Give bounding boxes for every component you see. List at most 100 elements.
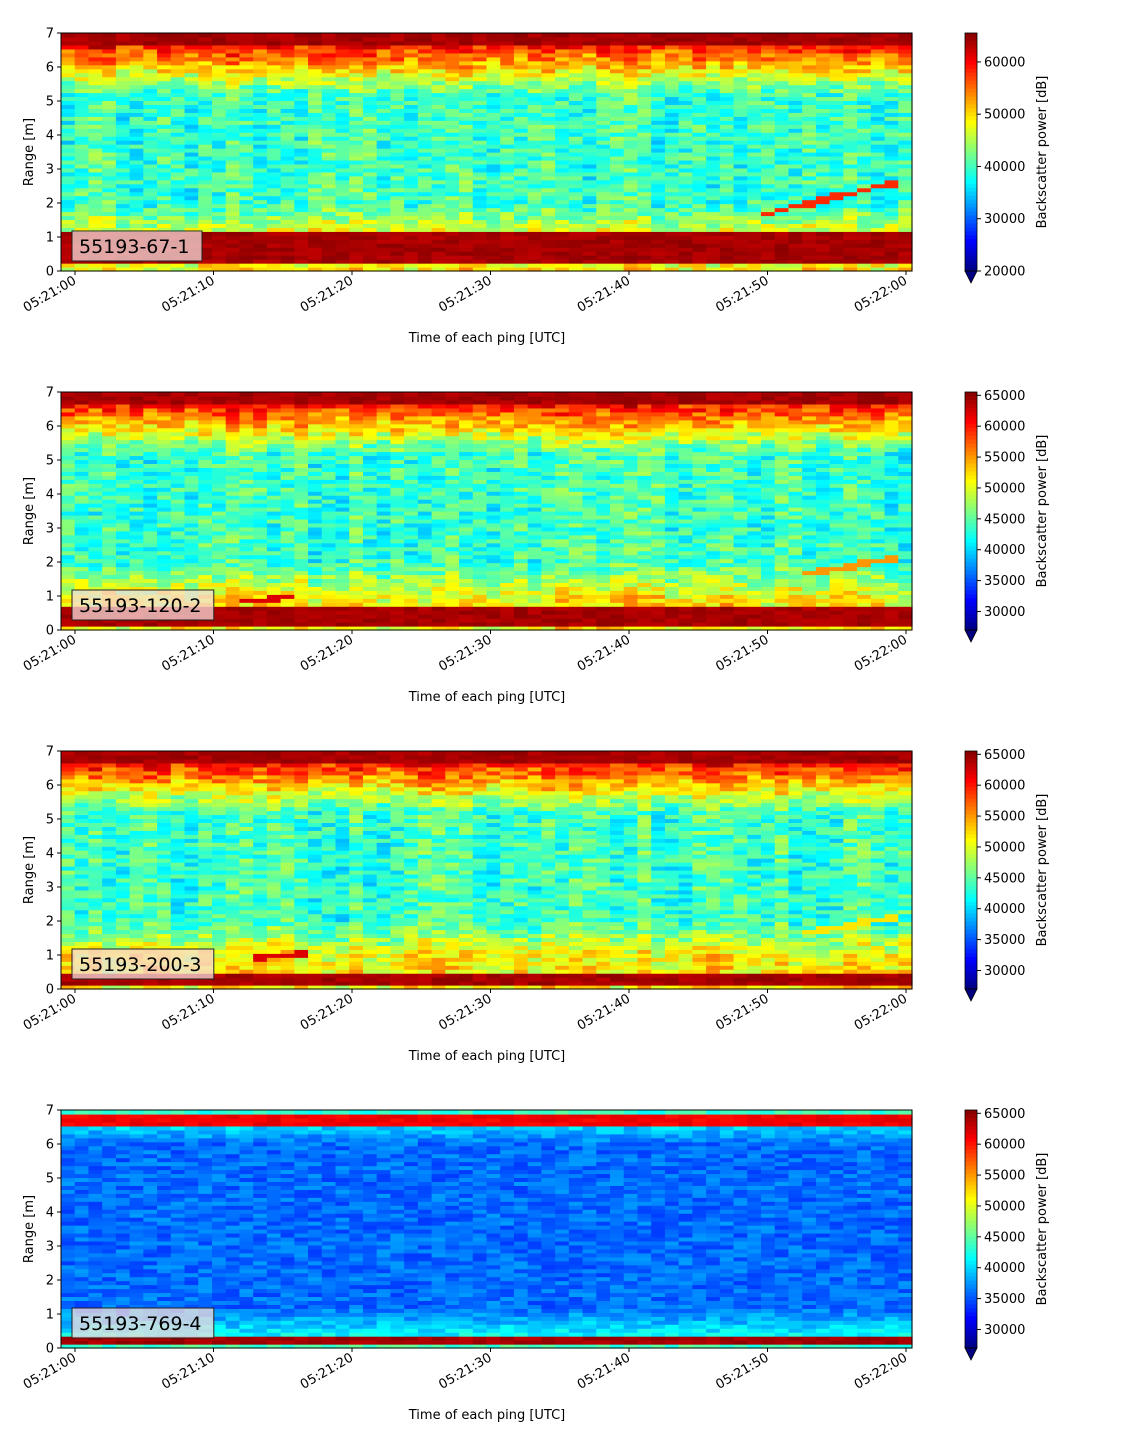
echogram-cell xyxy=(487,164,501,169)
echogram-cell xyxy=(102,563,116,568)
echogram-cell xyxy=(377,259,391,264)
echogram-cell xyxy=(541,77,555,82)
echogram-cell xyxy=(349,104,363,109)
echogram-cell xyxy=(143,519,157,524)
echogram-cell xyxy=(363,57,377,62)
echogram-cell xyxy=(692,259,706,264)
echogram-cell xyxy=(116,408,130,413)
echogram-cell xyxy=(761,81,775,86)
echogram-cell xyxy=(734,69,748,74)
echogram-cell xyxy=(102,483,116,488)
echogram-cell xyxy=(267,239,281,244)
echogram-cell xyxy=(171,515,185,520)
echogram-cell xyxy=(61,499,75,504)
echogram-cell xyxy=(528,140,542,145)
echogram-cell xyxy=(857,148,871,153)
echogram-cell xyxy=(88,45,102,50)
echogram-cell xyxy=(610,81,624,86)
echogram-cell xyxy=(267,495,281,500)
echogram-cell xyxy=(802,227,816,232)
echogram-cell xyxy=(706,184,720,189)
echogram-cell xyxy=(267,594,281,599)
echogram-cell xyxy=(75,69,89,74)
echogram-cell xyxy=(239,531,253,536)
echogram-cell xyxy=(390,132,404,137)
echogram-cell xyxy=(816,188,830,193)
echogram-cell xyxy=(322,148,336,153)
echogram-cell xyxy=(143,96,157,101)
echogram-cell xyxy=(102,168,116,173)
echogram-cell xyxy=(226,539,240,544)
echogram-cell xyxy=(390,164,404,169)
echogram-cell xyxy=(720,200,734,205)
echogram-cell xyxy=(88,136,102,141)
echogram-cell xyxy=(898,96,912,101)
echogram-cell xyxy=(734,164,748,169)
echogram-cell xyxy=(596,57,610,62)
x-tick-label: 05:22:00 xyxy=(852,273,910,315)
echogram-cell xyxy=(665,196,679,201)
echogram-cell xyxy=(253,424,267,429)
echogram-cell xyxy=(88,148,102,153)
echogram-cell xyxy=(157,404,171,409)
echogram-cell xyxy=(487,168,501,173)
echogram-cell xyxy=(830,247,844,252)
echogram-cell xyxy=(624,219,638,224)
echogram-cell xyxy=(185,89,199,94)
echogram-cell xyxy=(788,231,802,236)
echogram-cell xyxy=(308,93,322,98)
echogram-cell xyxy=(198,571,212,576)
echogram-cell xyxy=(281,227,295,232)
echogram-cell xyxy=(349,116,363,121)
echogram-cell xyxy=(157,263,171,268)
echogram-cell xyxy=(116,535,130,540)
echogram-cell xyxy=(185,471,199,476)
echogram-cell xyxy=(130,483,144,488)
echogram-cell xyxy=(130,120,144,125)
echogram-cell xyxy=(843,33,857,38)
echogram-cell xyxy=(843,204,857,209)
echogram-cell xyxy=(253,41,267,46)
echogram-cell xyxy=(267,53,281,58)
echogram-cell xyxy=(843,136,857,141)
echogram-cell xyxy=(157,96,171,101)
echogram-cell xyxy=(116,215,130,220)
echogram-cell xyxy=(322,263,336,268)
echogram-cell xyxy=(665,120,679,125)
echogram-cell xyxy=(390,116,404,121)
echogram-cell xyxy=(816,247,830,252)
echogram-cell xyxy=(500,120,514,125)
echogram-cell xyxy=(281,523,295,528)
echogram-cell xyxy=(541,69,555,74)
echogram-cell xyxy=(130,212,144,217)
echogram-cell xyxy=(130,204,144,209)
echogram-cell xyxy=(871,124,885,129)
echogram-cell xyxy=(308,120,322,125)
echogram-cell xyxy=(198,172,212,177)
echogram-cell xyxy=(706,73,720,78)
echogram-cell xyxy=(198,176,212,181)
echogram-cell xyxy=(130,444,144,449)
echogram-cell xyxy=(198,503,212,508)
echogram-cell xyxy=(157,471,171,476)
echogram-cell xyxy=(61,559,75,564)
echogram-cell xyxy=(377,136,391,141)
echogram-cell xyxy=(308,586,322,591)
echogram-cell xyxy=(267,420,281,425)
echogram-cell xyxy=(555,168,569,173)
echogram-cell xyxy=(130,172,144,177)
echogram-cell xyxy=(226,231,240,236)
echogram-cell xyxy=(102,112,116,117)
echogram-cell xyxy=(816,41,830,46)
echogram-cell xyxy=(432,77,446,82)
echogram-cell xyxy=(377,263,391,268)
echogram-cell xyxy=(267,491,281,496)
echogram-cell xyxy=(308,404,322,409)
echogram-cell xyxy=(226,164,240,169)
echogram-cell xyxy=(390,61,404,66)
echogram-cell xyxy=(349,41,363,46)
echogram-cell xyxy=(830,69,844,74)
echogram-cell xyxy=(720,33,734,38)
echogram-cell xyxy=(775,259,789,264)
